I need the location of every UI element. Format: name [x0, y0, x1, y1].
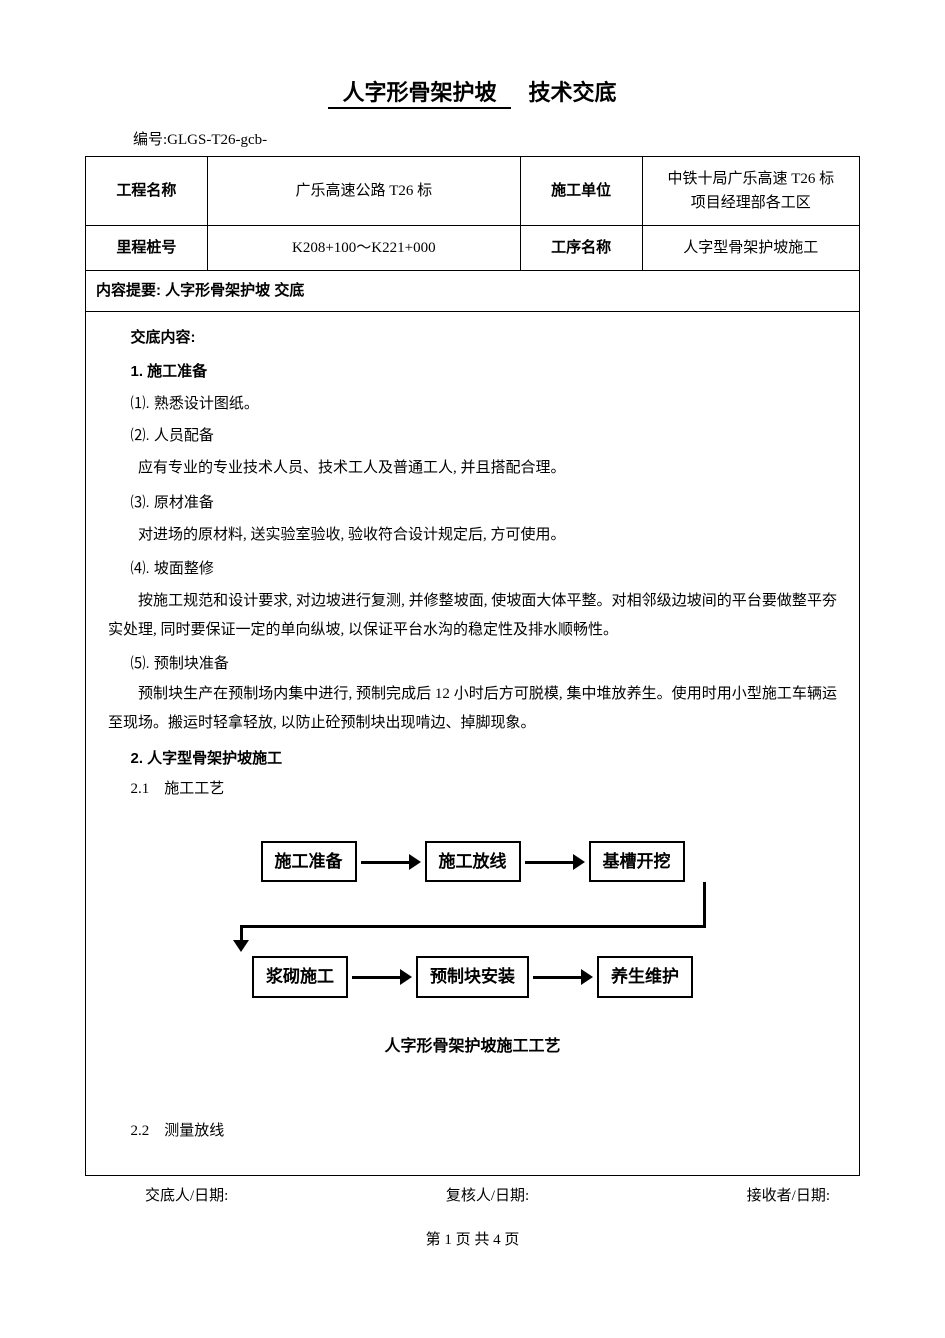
item-1-4-body: 按施工规范和设计要求, 对边坡进行复测, 并修整坡面, 使坡面大体平整。对相邻级… [108, 587, 837, 644]
item-1-5: ⑸. 预制块准备 [108, 652, 837, 676]
label-process-name: 工序名称 [520, 226, 642, 271]
doc-title: 人字形骨架护坡技术交底 [85, 75, 860, 110]
title-plain: 技术交底 [511, 80, 617, 105]
section-1-title: 1. 施工准备 [108, 360, 837, 384]
section-2-title: 2. 人字型骨架护坡施工 [108, 747, 837, 771]
arrow-down-head-icon [233, 940, 249, 952]
flow-node-setout: 施工放线 [425, 841, 521, 882]
content-summary: 内容提要: 人字形骨架护坡 交底 [86, 271, 860, 312]
flowchart: 施工准备 施工放线 基槽开挖 浆砌施工 预制块安装 养生维护 [193, 841, 753, 997]
flow-row-top: 施工准备 施工放线 基槽开挖 [193, 841, 753, 882]
content-heading: 交底内容: [108, 326, 837, 350]
section-2-2: 2.2 测量放线 [108, 1119, 837, 1143]
item-1-5-body: 预制块生产在预制场内集中进行, 预制完成后 12 小时后方可脱模, 集中堆放养生… [108, 680, 837, 737]
flow-node-masonry: 浆砌施工 [252, 956, 348, 997]
arrow-down-segment-icon [703, 882, 706, 928]
item-1-4: ⑷. 坡面整修 [108, 557, 837, 581]
arrow-horizontal-segment-icon [240, 925, 706, 928]
arrow-right-icon [357, 857, 425, 867]
flow-node-curing: 养生维护 [597, 956, 693, 997]
item-1-3-body: 对进场的原材料, 送实验室验收, 验收符合设计规定后, 方可使用。 [108, 521, 837, 550]
flow-node-trench: 基槽开挖 [589, 841, 685, 882]
doc-number: 编号:GLGS-T26-gcb- [85, 128, 860, 152]
sign-deliverer: 交底人/日期: [145, 1184, 228, 1208]
sign-reviewer: 复核人/日期: [446, 1184, 529, 1208]
page-number: 第 1 页 共 4 页 [85, 1228, 860, 1252]
arrow-right-icon [521, 857, 589, 867]
label-mileage: 里程桩号 [86, 226, 208, 271]
table-row: 内容提要: 人字形骨架护坡 交底 [86, 271, 860, 312]
signature-row: 交底人/日期: 复核人/日期: 接收者/日期: [85, 1176, 860, 1208]
value-project-name: 广乐高速公路 T26 标 [207, 157, 520, 226]
content-frame: 交底内容: 1. 施工准备 ⑴. 熟悉设计图纸。 ⑵. 人员配备 应有专业的专业… [85, 312, 860, 1176]
flow-row-bottom: 浆砌施工 预制块安装 养生维护 [193, 956, 753, 997]
arrow-right-icon [348, 972, 416, 982]
arrow-right-icon [529, 972, 597, 982]
item-1-2: ⑵. 人员配备 [108, 424, 837, 448]
flow-node-prep: 施工准备 [261, 841, 357, 882]
item-1-3: ⑶. 原材准备 [108, 491, 837, 515]
flowchart-caption: 人字形骨架护坡施工工艺 [108, 1034, 837, 1060]
title-underlined: 人字形骨架护坡 [328, 80, 510, 109]
doc-no-value: GLGS-T26-gcb- [167, 132, 267, 148]
item-1-2-body: 应有专业的专业技术人员、技术工人及普通工人, 并且搭配合理。 [108, 454, 837, 483]
value-mileage: K208+100～K221+000 [207, 226, 520, 271]
doc-no-label: 编号: [133, 132, 167, 148]
flow-connector [193, 882, 753, 928]
item-1-1: ⑴. 熟悉设计图纸。 [108, 392, 837, 416]
info-table: 工程名称 广乐高速公路 T26 标 施工单位 中铁十局广乐高速 T26 标 项目… [85, 156, 860, 312]
section-2-1: 2.1 施工工艺 [108, 777, 837, 801]
label-project-name: 工程名称 [86, 157, 208, 226]
table-row: 工程名称 广乐高速公路 T26 标 施工单位 中铁十局广乐高速 T26 标 项目… [86, 157, 860, 226]
table-row: 里程桩号 K208+100～K221+000 工序名称 人字型骨架护坡施工 [86, 226, 860, 271]
flow-node-install: 预制块安装 [416, 956, 529, 997]
label-construction-unit: 施工单位 [520, 157, 642, 226]
value-process-name: 人字型骨架护坡施工 [642, 226, 859, 271]
value-construction-unit: 中铁十局广乐高速 T26 标 项目经理部各工区 [642, 157, 859, 226]
sign-receiver: 接收者/日期: [747, 1184, 830, 1208]
